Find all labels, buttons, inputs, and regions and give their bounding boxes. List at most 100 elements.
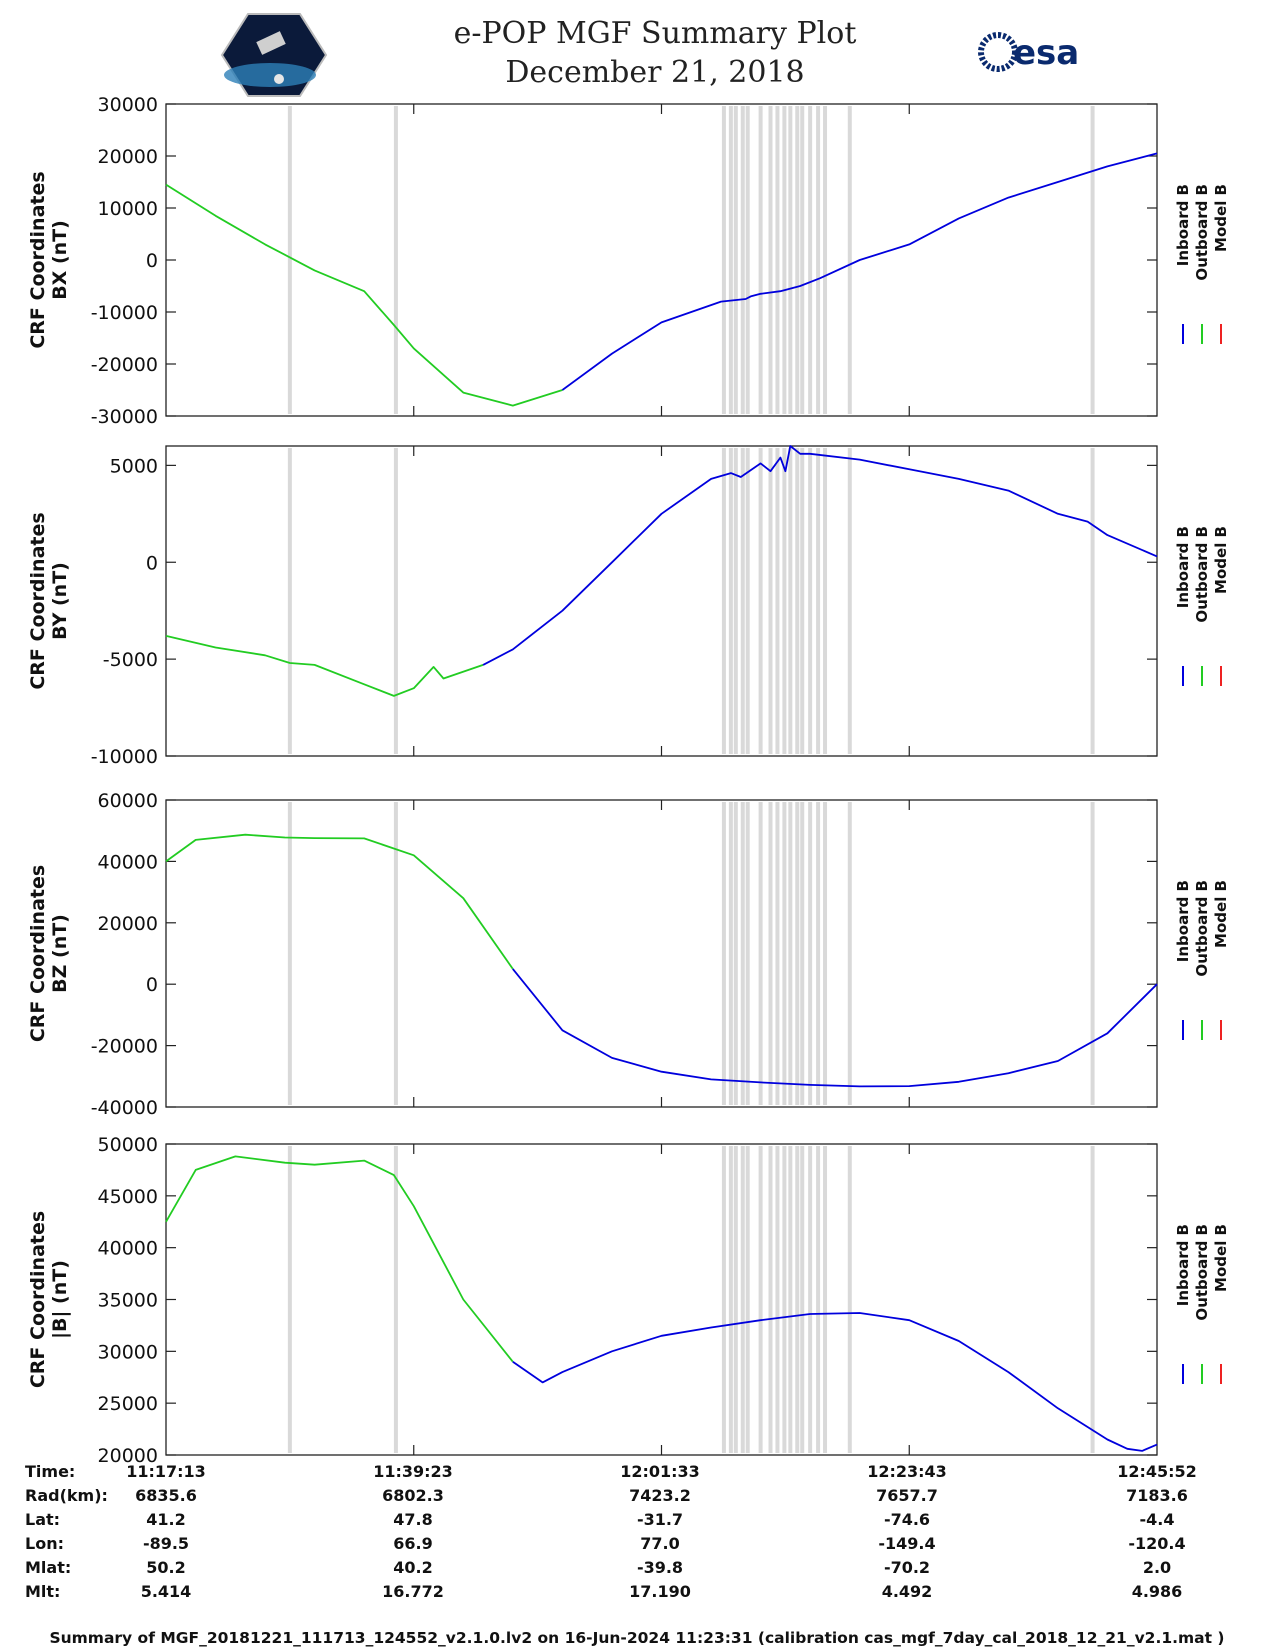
legend-label: Model B — [1212, 184, 1230, 252]
y-tick-label: 0 — [146, 974, 158, 996]
series-outboard-b — [165, 635, 484, 697]
legend-label: Inboard B — [1174, 184, 1192, 266]
y-tick-label: -40000 — [91, 1097, 158, 1119]
y-axis-label-bx: CRF CoordinatesBX (nT) — [27, 171, 71, 348]
data-gap-shading — [740, 106, 745, 414]
data-gap-shading — [721, 448, 726, 754]
info-cell: 4.492 — [882, 1582, 933, 1601]
y-tick-label: -20000 — [91, 354, 158, 376]
esa-logo-text: esa — [1013, 33, 1079, 73]
data-gap-shading — [745, 106, 750, 414]
y-tick-label: 0 — [146, 250, 158, 272]
info-cell: 77.0 — [640, 1534, 679, 1553]
legend-label: Model B — [1212, 526, 1230, 594]
legend-label: Outboard B — [1193, 184, 1211, 281]
info-cell: 6802.3 — [382, 1486, 444, 1505]
data-gap-shading — [847, 1146, 852, 1453]
data-gap-shading — [768, 448, 773, 754]
data-gap-shading — [393, 1146, 398, 1453]
data-gap-shading — [733, 448, 738, 754]
data-gap-shading — [808, 106, 813, 414]
info-cell: 7657.7 — [876, 1486, 938, 1505]
data-gap-shading — [1090, 802, 1095, 1105]
data-gap-shading — [1090, 448, 1095, 754]
y-tick-label: 5000 — [110, 455, 158, 477]
info-row-label: Mlt: — [25, 1582, 60, 1601]
plot-date: December 21, 2018 — [505, 55, 804, 90]
data-gap-shading — [847, 448, 852, 754]
data-gap-shading — [823, 802, 828, 1105]
esa-logo: esa — [978, 32, 1079, 73]
data-gap-shading — [795, 448, 800, 754]
data-gap-shading — [393, 106, 398, 414]
data-gap-shading — [795, 802, 800, 1105]
data-gap-shading — [393, 802, 398, 1105]
series-inboard-b — [482, 445, 1158, 666]
info-row-label: Rad(km): — [25, 1486, 108, 1505]
info-cell: 11:39:23 — [373, 1462, 453, 1481]
y-tick-label: 35000 — [98, 1290, 158, 1312]
data-gap-shading — [1090, 106, 1095, 414]
panel-bz: 60000 40000 20000 0 -20000 -40000 CRF Coordina… — [27, 790, 1230, 1119]
data-gap-shading — [740, 802, 745, 1105]
data-gap-shading — [733, 1146, 738, 1453]
y-axis-label-bz: CRF CoordinatesBZ (nT) — [27, 865, 71, 1042]
series-inboard-b — [512, 968, 1158, 1088]
data-gap-shading — [768, 106, 773, 414]
data-gap-shading — [782, 802, 787, 1105]
info-cell: -149.4 — [878, 1534, 935, 1553]
y-tick-label: -20000 — [91, 1036, 158, 1058]
data-gap-shading — [768, 802, 773, 1105]
info-cell: 11:17:13 — [126, 1462, 206, 1481]
data-gap-shading — [782, 448, 787, 754]
info-row-label: Mlat: — [25, 1558, 71, 1577]
data-gap-shading — [800, 802, 805, 1105]
series-outboard-b — [165, 183, 563, 407]
info-cell: 16.772 — [382, 1582, 444, 1601]
data-gap-shading — [788, 448, 793, 754]
info-cell: -39.8 — [637, 1558, 683, 1577]
series-inboard-b — [512, 1312, 1158, 1452]
data-gap-shading — [758, 448, 763, 754]
y-tick-label: -10000 — [91, 746, 158, 768]
data-gap-shading — [823, 1146, 828, 1453]
axes-frame-bx — [165, 103, 1158, 417]
legend-bmag: Inboard B Outboard B Model B — [1174, 1224, 1230, 1384]
data-gap-shading — [816, 802, 821, 1105]
legend-label: Model B — [1212, 880, 1230, 948]
data-gap-shading — [808, 802, 813, 1105]
y-axis-label-by: CRF CoordinatesBY (nT) — [27, 512, 71, 689]
data-gap-shading — [808, 1146, 813, 1453]
info-cell: 7423.2 — [629, 1486, 691, 1505]
data-gap-shading — [728, 1146, 733, 1453]
data-gap-shading — [287, 448, 292, 754]
info-cell: -74.6 — [884, 1510, 930, 1529]
data-gap-shading — [768, 1146, 773, 1453]
info-cell: -4.4 — [1140, 1510, 1175, 1529]
info-cell: 4.986 — [1132, 1582, 1183, 1601]
y-tick-label: -10000 — [91, 302, 158, 324]
data-gap-shading — [287, 106, 292, 414]
info-cell: 50.2 — [146, 1558, 185, 1577]
info-cell: -89.5 — [143, 1534, 189, 1553]
legend-label: Outboard B — [1193, 526, 1211, 623]
orbit-info-table: Time: Rad(km): Lat: Lon: Mlat: Mlt: 11:17:13 68… — [25, 1462, 1197, 1601]
y-tick-label: 10000 — [98, 198, 158, 220]
data-gap-shading — [775, 1146, 780, 1453]
legend-bx: Inboard B Outboard B Model B — [1174, 184, 1230, 344]
data-gap-shading — [800, 1146, 805, 1453]
y-axis-label-bmag: CRF Coordinates|B| (nT) — [27, 1211, 71, 1388]
data-gap-shading — [393, 448, 398, 754]
info-cell: 40.2 — [393, 1558, 432, 1577]
data-gap-shading — [816, 1146, 821, 1453]
data-gap-shading — [733, 106, 738, 414]
data-gap-shading — [788, 802, 793, 1105]
y-tick-label: -5000 — [103, 649, 158, 671]
info-cell: 6835.6 — [135, 1486, 197, 1505]
panel-bx: 30000 20000 10000 0 -10000 -20000 -30000 CRF Co… — [27, 94, 1230, 428]
info-cell: 12:23:43 — [867, 1462, 947, 1481]
axes-frame-bmag — [165, 1143, 1158, 1456]
axes-frame-bz — [165, 799, 1158, 1108]
cassiope-logo — [220, 13, 328, 97]
info-cell: 66.9 — [393, 1534, 432, 1553]
